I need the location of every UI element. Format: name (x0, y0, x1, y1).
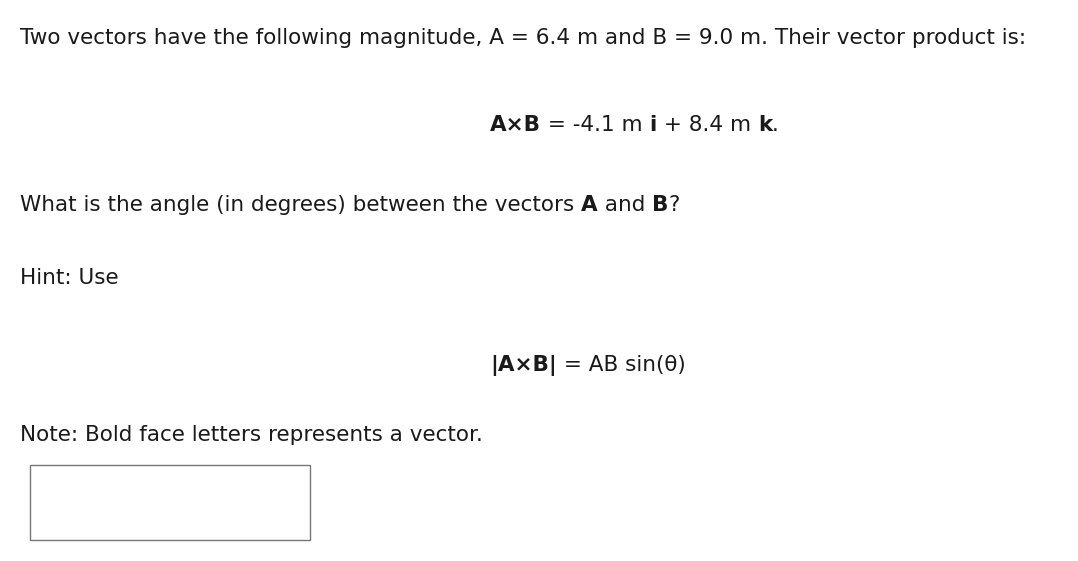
Bar (30, 465, 310, 540)
Text: k: k (758, 115, 772, 135)
Text: and: and (597, 195, 652, 215)
Text: B: B (652, 195, 668, 215)
Text: Note: Bold face letters represents a vector.: Note: Bold face letters represents a vec… (20, 425, 483, 445)
Text: = AB sin(θ): = AB sin(θ) (556, 355, 686, 375)
Text: .: . (772, 115, 779, 135)
Text: A×B: A×B (490, 115, 541, 135)
Text: i: i (650, 115, 657, 135)
Text: = -4.1 m: = -4.1 m (541, 115, 650, 135)
Text: Two vectors have the following magnitude, A = 6.4 m and B = 9.0 m. Their vector : Two vectors have the following magnitude… (20, 28, 1026, 48)
Text: Hint: Use: Hint: Use (20, 268, 119, 288)
Text: A: A (581, 195, 597, 215)
Text: ?: ? (668, 195, 680, 215)
Text: What is the angle (in degrees) between the vectors: What is the angle (in degrees) between t… (20, 195, 581, 215)
Text: |A×B|: |A×B| (490, 355, 556, 376)
Text: + 8.4 m: + 8.4 m (657, 115, 758, 135)
